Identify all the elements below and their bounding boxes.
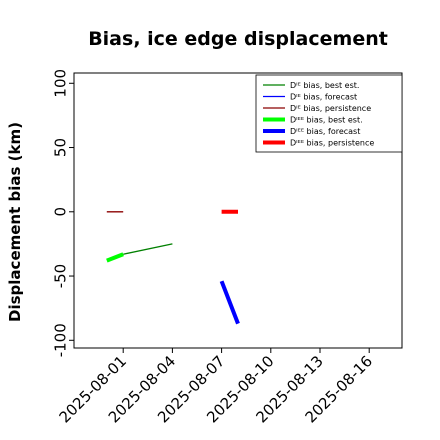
series-line-1	[123, 243, 173, 255]
y-axis: -100 -50 0 50 100	[51, 69, 74, 357]
chart-title: Bias, ice edge displacement	[88, 28, 388, 50]
series-line-4	[106, 252, 124, 263]
y-tick-label: -100	[51, 323, 69, 357]
legend-entry: Dᴵᴱ bias, persistence	[290, 104, 371, 113]
plot-frame	[73, 72, 403, 349]
y-tick-label: 0	[51, 207, 69, 217]
y-tick-label: -50	[51, 264, 69, 289]
legend-entry: Dᴵᴱ bias, best est.	[290, 81, 359, 90]
legend-entry: Dᴵᴱ bias, forecast	[290, 93, 357, 102]
legend: Dᴵᴱ bias, best est. Dᴵᴱ bias, forecast Dᴵᴱ…	[255, 74, 403, 153]
series-line-5	[219, 280, 240, 325]
legend-entry: Dᴵᴱᴱ bias, persistence	[290, 139, 374, 148]
legend-entry: Dᴵᴱᴱ bias, best est.	[290, 116, 363, 125]
legend-entry: Dᴵᴱᴱ bias, forecast	[290, 127, 360, 136]
y-tick-label: 100	[51, 69, 69, 98]
legend-box	[255, 74, 403, 153]
y-axis-label: Displacement bias (km)	[6, 122, 24, 322]
plot-area	[106, 209, 240, 325]
y-tick-label: 50	[51, 138, 69, 157]
